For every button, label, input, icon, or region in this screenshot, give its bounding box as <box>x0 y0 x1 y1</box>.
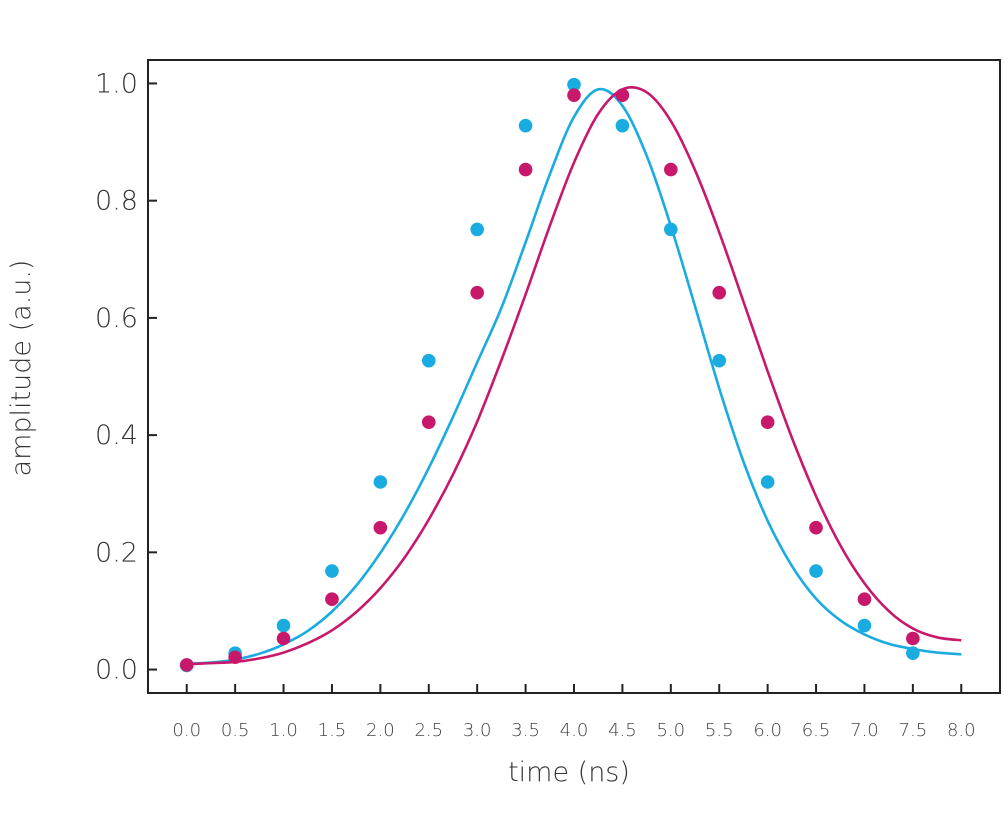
y-tick-label: 0.6 <box>95 303 138 334</box>
series-1-point <box>518 118 533 133</box>
x-tick-label: 4.0 <box>560 720 589 741</box>
series-2-point <box>373 520 388 535</box>
x-tick-label: 4.5 <box>608 720 637 741</box>
series-2-point <box>615 88 630 102</box>
series-2-point <box>518 162 533 177</box>
x-axis: 0.0 0.5 1.0 1.5 2.0 2.5 3.0 3.5 4.0 4.5 5.0 5.5 6.0 6… <box>172 684 976 741</box>
x-tick-label: 8.0 <box>947 720 976 741</box>
x-tick-label: 2.5 <box>414 720 443 741</box>
x-tick-label: 1.0 <box>269 720 298 741</box>
x-tick-label: 5.0 <box>656 720 685 741</box>
y-axis: 0.0 0.2 0.4 0.6 0.8 1.0 <box>95 68 157 686</box>
y-tick-label: 1.0 <box>95 68 138 99</box>
x-tick-label: 2.0 <box>366 720 395 741</box>
y-tick-label: 0.2 <box>95 537 138 568</box>
series-2-point <box>712 285 727 300</box>
series-1-point <box>470 222 484 237</box>
x-tick-label: 0.5 <box>221 720 250 741</box>
series-2-point <box>567 88 581 102</box>
series-2-point <box>906 631 920 646</box>
series-2-point <box>276 631 291 646</box>
series-1-point <box>615 118 630 133</box>
series-2-point <box>809 520 823 535</box>
x-tick-label: 3.5 <box>511 720 540 741</box>
x-tick-label: 0.0 <box>172 720 201 741</box>
fit-curves <box>186 85 962 666</box>
series-2-point <box>228 650 242 665</box>
x-axis-label: time (ns) <box>508 757 630 788</box>
x-tick-label: 6.5 <box>802 720 831 741</box>
series-2-point <box>857 592 872 607</box>
series-1-point <box>325 564 339 578</box>
series-1-point <box>809 564 823 578</box>
x-tick-label: 5.5 <box>705 720 734 741</box>
series-1-point <box>712 353 727 368</box>
x-tick-label: 6.0 <box>753 720 782 741</box>
series-1-point <box>857 618 872 633</box>
series-1-point <box>906 646 920 660</box>
series-1-point <box>567 77 581 92</box>
data-points <box>179 77 920 673</box>
series-1-point <box>760 475 775 489</box>
y-tick-label: 0.0 <box>95 655 138 686</box>
y-tick-label: 0.8 <box>95 186 138 217</box>
x-tick-label: 7.5 <box>899 720 928 741</box>
y-tick-label: 0.4 <box>95 420 138 451</box>
series-2-point <box>325 592 339 607</box>
series-1-point <box>421 353 436 368</box>
fit-curve-2 <box>186 85 962 666</box>
x-tick-label: 1.5 <box>318 720 347 741</box>
fit-curve-1 <box>186 87 962 665</box>
series-1-point <box>664 222 678 237</box>
series-2-point <box>179 658 194 672</box>
series-2-point <box>664 162 678 177</box>
y-axis-label: amplitude (a.u.) <box>6 260 37 477</box>
series-2-point <box>470 285 484 300</box>
x-tick-label: 3.0 <box>463 720 492 741</box>
series-1-point <box>276 618 291 633</box>
x-tick-label: 7.0 <box>850 720 879 741</box>
series-2-point <box>760 415 775 430</box>
series-2-point <box>421 415 436 430</box>
series-1-point <box>373 475 388 489</box>
plot-frame <box>147 59 1001 694</box>
